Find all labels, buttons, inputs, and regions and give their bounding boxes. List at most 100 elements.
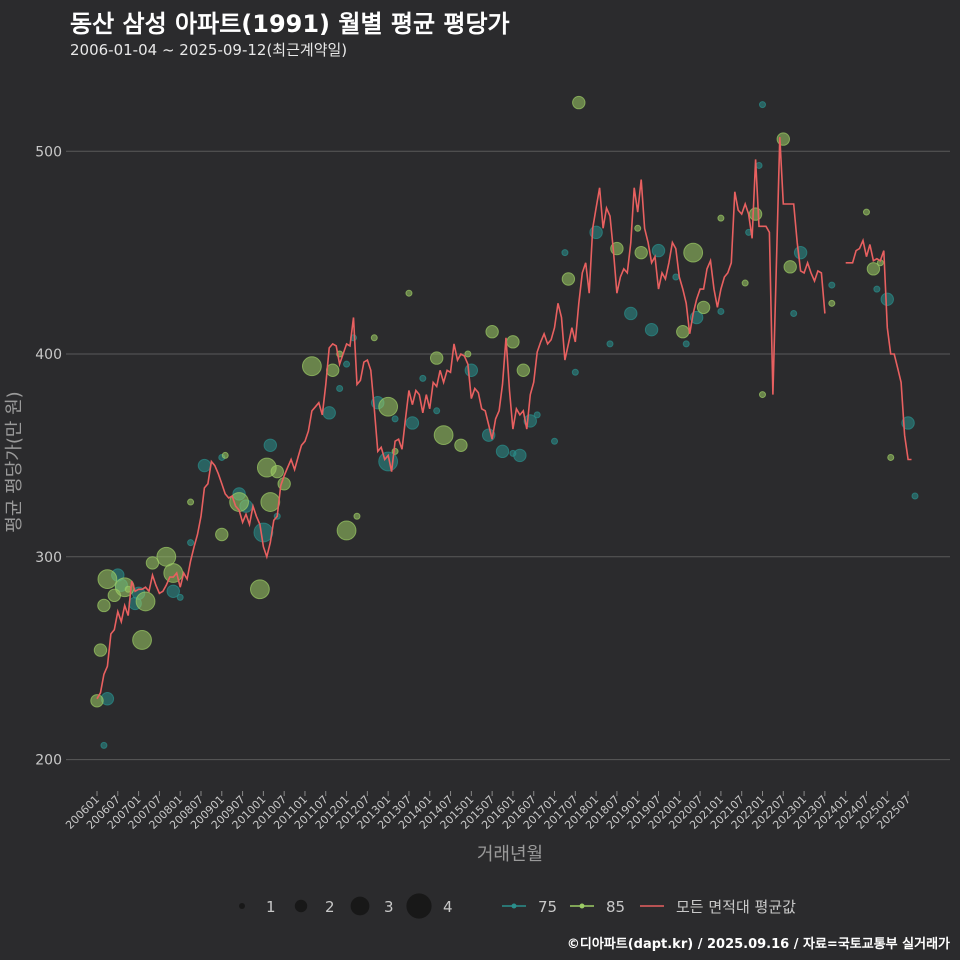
point-75-202003: [682, 340, 690, 348]
point-75-202501: [880, 292, 894, 306]
point-85-202409: [866, 262, 881, 276]
point-75-201805: [606, 340, 614, 348]
legend-size-label-1: 1: [266, 898, 276, 916]
series-average: [96, 137, 912, 700]
point-85-202111: [748, 207, 763, 221]
point-75-202210: [790, 309, 798, 317]
chart-title: 동산 삼성 아파트(1991) 월별 평균 평당가: [70, 10, 510, 38]
source-caption: ©디아파트(dapt.kr) / 2025.09.16 / 자료=국토교통부 실…: [566, 937, 950, 952]
point-75-201111: [336, 385, 344, 392]
point-75-201311: [419, 374, 427, 382]
point-85-200912: [250, 579, 270, 600]
y-tick-label-300: 300: [35, 550, 62, 566]
point-75-201003: [263, 438, 278, 452]
point-85-202108: [741, 279, 749, 287]
average-line-segment-1: [96, 137, 826, 700]
point-85-201601: [506, 335, 520, 349]
point-85-200711: [163, 563, 184, 583]
point-85-202005: [683, 242, 704, 263]
point-75-202101: [717, 307, 725, 315]
point-75-201108: [322, 406, 336, 420]
point-75-201201: [343, 360, 351, 368]
point-75-201905: [644, 322, 659, 337]
point-85-200602: [93, 643, 108, 657]
legend-dot-2: [579, 903, 585, 909]
point-75-202509: [911, 492, 919, 500]
point-85-202502: [887, 453, 895, 461]
point-75-201912: [672, 273, 680, 281]
y-tick-label-500: 500: [35, 144, 62, 160]
point-85-201902: [634, 245, 648, 260]
legend-size-key-4: [406, 893, 432, 919]
point-75-201608: [533, 411, 541, 419]
point-85-200702: [132, 630, 152, 650]
point-85-202309: [828, 299, 836, 307]
point-85-201005: [270, 464, 284, 479]
point-85-201708: [572, 95, 586, 110]
point-75-201603: [513, 448, 527, 463]
point-85-201901: [634, 224, 642, 232]
series-85: [90, 95, 895, 708]
y-tick-label-400: 400: [35, 347, 62, 363]
point-75-201308: [405, 416, 420, 430]
legend-series-label-1: 75: [538, 898, 557, 916]
point-85-201405: [433, 425, 454, 446]
point-85-201003: [260, 492, 281, 512]
point-85-201109: [325, 363, 340, 377]
point-85-200703: [135, 591, 156, 612]
point-85-201301: [378, 396, 399, 417]
point-85-200604: [97, 569, 118, 590]
point-85-200601: [90, 694, 104, 708]
point-85-201204: [353, 512, 361, 520]
point-85-201705: [561, 272, 576, 286]
point-75-202410: [873, 285, 881, 293]
point-85-200902: [221, 451, 229, 459]
legend-size-label-4: 4: [443, 898, 453, 916]
point-85-202002: [676, 325, 690, 339]
point-75-200801: [176, 593, 184, 601]
point-85-200804: [187, 498, 195, 506]
point-85-202201: [758, 391, 766, 399]
point-75-202112: [755, 161, 763, 169]
point-75-200804: [187, 539, 195, 547]
point-85-201604: [516, 363, 531, 377]
legend-size-key-2: [294, 899, 308, 913]
point-75-200808: [197, 458, 212, 473]
point-75-201303: [391, 415, 399, 423]
y-tick-label-200: 200: [35, 753, 62, 769]
point-85-200603: [97, 598, 111, 613]
point-85-201412: [464, 350, 472, 358]
point-75-201907: [651, 243, 666, 258]
point-85-201307: [405, 289, 413, 297]
point-85-201209: [370, 334, 378, 342]
point-85-202209: [783, 260, 797, 274]
point-75-201707: [571, 368, 579, 376]
y-axis: 200 300 400 500: [35, 144, 62, 768]
legend-size-label-2: 2: [325, 898, 335, 916]
legend-series-label-2: 85: [606, 898, 625, 916]
point-85-202008: [696, 300, 711, 315]
chart-subtitle: 2006-01-04 ~ 2025-09-12(최근계약일): [70, 41, 348, 59]
x-axis-title: 거래년월: [477, 844, 543, 865]
point-85-201507: [485, 325, 499, 339]
point-85-201201: [336, 520, 357, 541]
point-85-201103: [301, 356, 322, 377]
legend-dot-1: [511, 903, 517, 909]
legend-series-label-3: 모든 면적대 평균값: [676, 898, 796, 916]
point-75-202507: [901, 416, 915, 430]
point-85-202407: [862, 208, 870, 216]
average-line-segment-2: [845, 237, 912, 461]
point-75-201501: [464, 363, 479, 377]
point-75-201701: [551, 437, 559, 445]
point-75-201403: [433, 407, 441, 415]
point-85-200901: [215, 527, 229, 542]
legend-size-key-3: [350, 896, 370, 916]
point-85-201410: [454, 438, 468, 452]
grid-lines: [66, 150, 950, 761]
point-75-200603: [100, 741, 108, 749]
point-75-201811: [624, 306, 638, 321]
point-75-201510: [495, 444, 510, 459]
y-axis-title: 평균 평당가(만 원): [4, 391, 25, 532]
point-85-201403: [429, 351, 444, 365]
